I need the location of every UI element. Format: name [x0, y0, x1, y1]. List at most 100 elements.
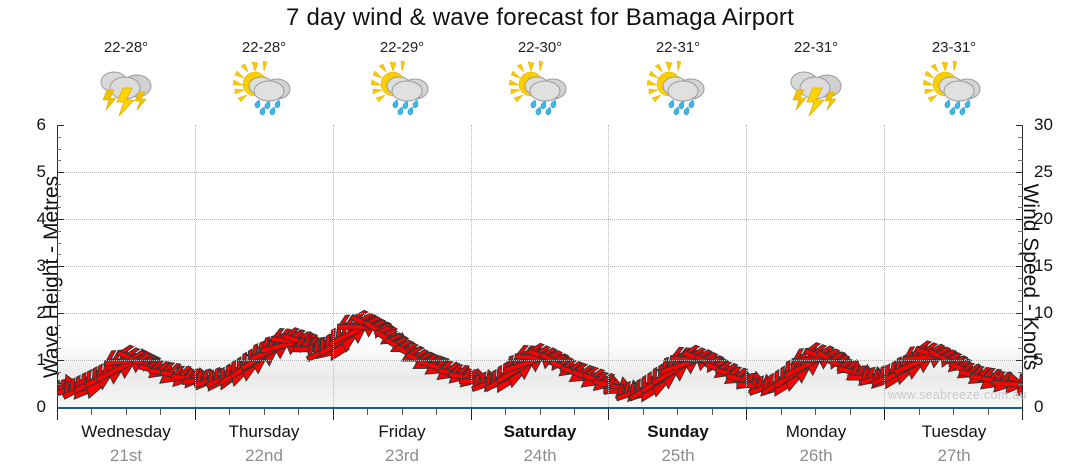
temperature-range: 22-31°: [793, 39, 839, 56]
right-tick-15: [1016, 266, 1023, 267]
day-date: 27th: [937, 446, 971, 465]
day-footer-friday: Friday 23rd: [333, 420, 471, 470]
left-minor-tick: [57, 348, 61, 350]
gridline-v-day3: [470, 125, 472, 407]
gridline-v-day2: [332, 125, 334, 407]
left-minor-tick: [57, 371, 61, 373]
temperature-range: 23-31°: [931, 39, 977, 56]
x-tick-minor: [505, 407, 507, 415]
x-tick-minor: [711, 407, 713, 415]
watermark: www.seabreeze.com.au: [888, 388, 1027, 402]
day-footer-monday: Monday 26th: [747, 420, 885, 470]
gridline-v-day6: [884, 125, 886, 407]
left-tick-3: [57, 266, 64, 267]
day-name: Sunday: [647, 422, 709, 441]
x-tick-minor: [539, 407, 541, 415]
temperature-range: 22-28°: [241, 39, 287, 56]
x-tick-major: [57, 407, 58, 420]
left-tick-label: 6: [36, 115, 46, 134]
sun-cloud-rain-icon: [646, 60, 709, 116]
left-tick-6: [57, 125, 64, 126]
day-date: 23rd: [384, 446, 420, 465]
left-minor-tick: [57, 383, 61, 385]
day-footer-thursday: Thursday 22nd: [195, 420, 333, 470]
day-name: Saturday: [503, 422, 577, 441]
day-footer-strip: Wednesday 21st Thursday 22nd Friday 23rd Satur…: [57, 420, 1023, 470]
x-tick-major: [194, 407, 196, 420]
right-tick-label: 30: [1034, 115, 1053, 134]
day-name: Wednesday: [81, 422, 171, 441]
x-tick-minor: [849, 407, 851, 415]
wind-barb: [991, 371, 1023, 398]
right-minor-tick: [1018, 348, 1023, 350]
gridline-v-day5: [746, 125, 748, 407]
right-tick-label: 25: [1034, 162, 1053, 181]
left-tick-2: [57, 313, 64, 314]
x-tick-minor: [780, 407, 782, 415]
left-minor-tick: [57, 183, 61, 185]
day-footer-sunday: Sunday 25th: [609, 420, 747, 470]
day-date: 24th: [523, 446, 557, 465]
right-minor-tick: [1018, 148, 1023, 150]
sun-cloud-rain-icon: [232, 60, 295, 116]
left-tick-label: 2: [36, 303, 46, 322]
right-minor-tick: [1018, 289, 1023, 291]
day-header-saturday: 22-30°: [471, 38, 609, 126]
x-tick-minor: [298, 407, 300, 415]
sun-cloud-rain-icon: [370, 60, 433, 116]
right-minor-tick: [1018, 254, 1023, 256]
x-tick-minor: [573, 407, 575, 415]
day-date: 22nd: [245, 446, 283, 465]
page-title: 7 day wind & wave forecast for Bamaga Ai…: [286, 4, 794, 31]
thunderstorm-icon: [95, 60, 157, 117]
day-header-friday: 22-29°: [333, 38, 471, 126]
left-minor-tick: [57, 230, 61, 232]
sun-cloud-rain-icon: [508, 60, 571, 116]
left-tick-1: [57, 360, 64, 361]
x-tick-minor: [436, 407, 438, 415]
right-minor-tick: [1018, 207, 1023, 209]
x-tick-minor: [263, 407, 265, 415]
gridline-h-3: [57, 266, 1023, 267]
x-tick-minor: [160, 407, 162, 415]
gridline-h-5: [57, 172, 1023, 173]
right-tick-10: [1016, 313, 1023, 314]
right-minor-tick: [1018, 383, 1023, 385]
gridline-v-day1: [194, 125, 196, 407]
right-minor-tick: [1018, 395, 1023, 397]
left-tick-label: 4: [36, 209, 46, 228]
x-tick-major: [332, 407, 334, 420]
left-minor-tick: [57, 195, 61, 197]
right-minor-tick: [1018, 160, 1023, 162]
left-minor-tick: [57, 324, 61, 326]
right-tick-25: [1016, 172, 1023, 173]
left-minor-tick: [57, 136, 61, 138]
day-name: Friday: [378, 422, 426, 441]
right-minor-tick: [1018, 301, 1023, 303]
temperature-range: 22-29°: [379, 39, 425, 56]
right-tick-label: 10: [1034, 303, 1053, 322]
day-footer-tuesday: Tuesday 27th: [885, 420, 1023, 470]
day-header-sunday: 22-31°: [609, 38, 747, 126]
temperature-range: 22-28°: [103, 39, 149, 56]
day-name: Tuesday: [921, 422, 987, 441]
x-tick-major: [746, 407, 748, 420]
x-tick-minor: [815, 407, 817, 415]
gridline-v-day4: [608, 125, 610, 407]
day-name: Thursday: [228, 422, 300, 441]
x-tick-minor: [367, 407, 369, 415]
right-minor-tick: [1018, 336, 1023, 338]
day-header-strip: 22-28° 22-28° 22-29° 22-30° 22-31° 22-31° 23-3…: [57, 38, 1023, 126]
right-tick-5: [1016, 360, 1023, 361]
x-tick-minor: [918, 407, 920, 415]
x-axis-baseline: [57, 407, 1023, 409]
day-footer-saturday: Saturday 24th: [471, 420, 609, 470]
x-tick-minor: [125, 407, 127, 415]
right-minor-tick: [1018, 183, 1023, 185]
x-tick-major: [884, 407, 886, 420]
day-date: 26th: [799, 446, 833, 465]
left-minor-tick: [57, 148, 61, 150]
right-tick-30: [1016, 125, 1023, 126]
gridline-h-2: [57, 313, 1023, 314]
gridline-h-4: [57, 219, 1023, 220]
